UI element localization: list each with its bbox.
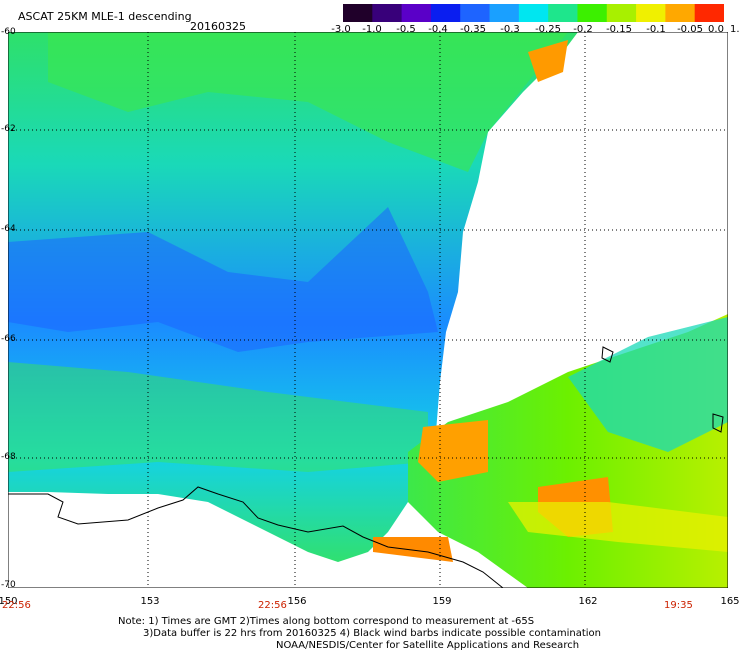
product-title: ASCAT 25KM MLE-1 descending xyxy=(18,10,192,23)
coastline-island xyxy=(601,346,614,363)
footer-note-1: Note: 1) Times are GMT 2)Times along bot… xyxy=(118,616,535,627)
colorbar-label: -0.15 xyxy=(606,24,632,35)
colorbar-segment xyxy=(430,4,461,22)
lon-gridlines xyxy=(147,32,586,588)
lon-label: 156 xyxy=(287,596,307,607)
colorbar-labels: -3.0 -1.0 -0.5 -0.4 -0.35 -0.3 -0.25 -0.… xyxy=(323,24,740,38)
colorbar-segment xyxy=(636,4,666,22)
time-right: 19:35 xyxy=(664,600,693,611)
colorbar-label: -0.4 xyxy=(428,24,448,35)
footer-note-2: 3)Data buffer is 22 hrs from 20160325 4)… xyxy=(143,628,601,639)
time-left: 22:56 xyxy=(2,600,31,611)
swath-west-green-lower xyxy=(8,362,428,472)
footer-credit: NOAA/NESDIS/Center for Satellite Applica… xyxy=(276,640,580,651)
colorbar-segment xyxy=(460,4,491,22)
colorbar-label: -0.3 xyxy=(500,24,520,35)
colorbar xyxy=(343,4,724,22)
colorbar-label: -3.0 xyxy=(331,24,351,35)
colorbar-segment xyxy=(518,4,549,22)
colorbar-segment xyxy=(694,4,724,22)
lat-gridlines xyxy=(8,129,728,459)
data-map xyxy=(8,32,728,588)
colorbar-segment xyxy=(548,4,578,22)
swath-top-orange xyxy=(528,40,568,82)
coastline xyxy=(8,486,504,588)
lat-label: -66 xyxy=(1,334,16,344)
colorbar-label: -0.1 xyxy=(646,24,666,35)
swath-east-yellow xyxy=(508,502,728,552)
swath-west-blue-band xyxy=(8,207,438,352)
coastline-island-2 xyxy=(712,413,724,433)
swath-east-orange-3 xyxy=(373,537,453,562)
lat-label: -64 xyxy=(1,224,16,234)
product-date: 20160325 xyxy=(190,20,246,33)
swath-west-green-top xyxy=(48,32,568,172)
colorbar-label: -0.25 xyxy=(535,24,561,35)
lat-label: -62 xyxy=(1,124,16,134)
colorbar-label: -1.0 xyxy=(362,24,382,35)
colorbar-label: -0.05 xyxy=(677,24,703,35)
colorbar-label: -0.5 xyxy=(396,24,416,35)
colorbar-label: 0.0 xyxy=(708,24,724,35)
lon-label: 153 xyxy=(140,596,160,607)
lon-label: 150 xyxy=(0,596,18,607)
colorbar-segment xyxy=(665,4,696,22)
lat-label: -70 xyxy=(1,580,16,590)
colorbar-segment xyxy=(577,4,608,22)
colorbar-segment xyxy=(343,4,373,22)
lon-label: 165 xyxy=(720,596,740,607)
lat-label: -68 xyxy=(1,452,16,462)
swath-east-orange xyxy=(418,420,488,482)
lon-label: 162 xyxy=(578,596,598,607)
lat-label: -60 xyxy=(1,27,16,37)
swath-east-cyan xyxy=(568,317,728,452)
colorbar-label: -0.35 xyxy=(460,24,486,35)
colorbar-segment xyxy=(401,4,432,22)
colorbar-label: 1.0 xyxy=(730,24,740,35)
colorbar-label: -0.2 xyxy=(573,24,593,35)
colorbar-segment xyxy=(606,4,637,22)
colorbar-segment xyxy=(489,4,520,22)
lon-label: 159 xyxy=(432,596,452,607)
colorbar-segment xyxy=(372,4,403,22)
time-middle: 22:56 xyxy=(258,600,287,611)
